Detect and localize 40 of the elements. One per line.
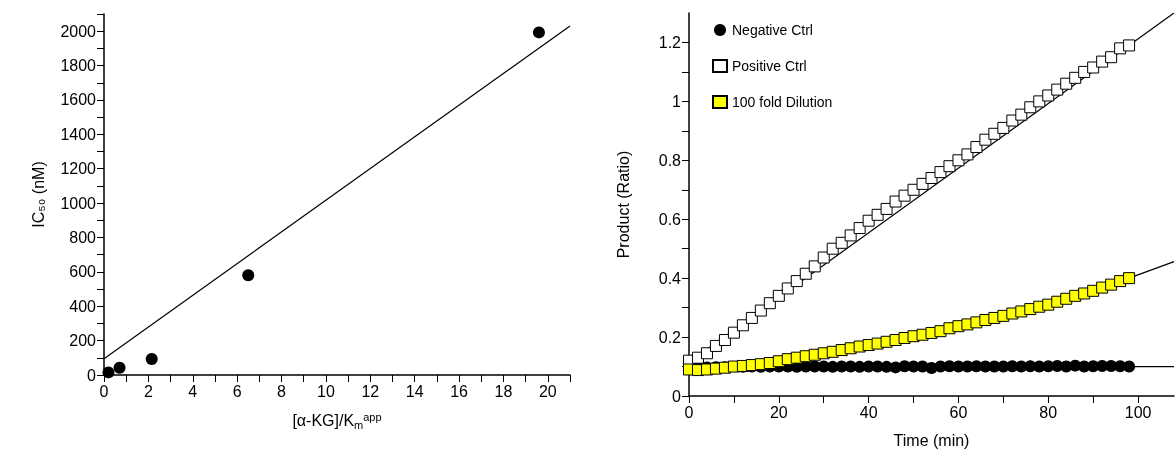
x-tick-label: 10 <box>317 382 335 400</box>
y-axis-title: IC₅₀ (nM) <box>29 161 47 228</box>
y-tick-label: 0 <box>87 366 97 384</box>
y-tick-label: 0.8 <box>658 151 682 169</box>
x-tick-label: 0 <box>684 403 694 421</box>
x-tick-label: 100 <box>1124 403 1152 421</box>
y-tick-label: 600 <box>69 263 97 281</box>
y-tick-label: 0.2 <box>658 328 682 346</box>
x-tick-label: 16 <box>450 382 469 400</box>
x-tick-label: 60 <box>949 403 968 421</box>
y-axis-title: Product (Ratio) <box>614 150 632 259</box>
x-tick-label: 0 <box>99 382 109 400</box>
y-tick-label: 0.6 <box>658 210 682 228</box>
x-tick-label: 18 <box>494 382 513 400</box>
legend-label: 100 fold Dilution <box>732 94 833 110</box>
y-tick-label: 1 <box>672 92 682 110</box>
x-axis-title: Time (min) <box>893 431 970 449</box>
x-tick-label: 8 <box>277 382 287 400</box>
y-tick-label: 1000 <box>60 194 97 212</box>
y-tick-label: 0.4 <box>658 269 682 287</box>
y-tick-label: 1200 <box>60 160 97 178</box>
legend-label: Negative Ctrl <box>732 22 813 38</box>
y-tick-label: 1800 <box>60 57 97 75</box>
y-tick-label: 1.2 <box>658 33 682 51</box>
x-tick-label: 12 <box>361 382 380 400</box>
y-tick-label: 2000 <box>60 22 97 40</box>
legend-label: Positive Ctrl <box>732 58 807 74</box>
x-tick-label: 20 <box>538 382 557 400</box>
x-tick-label: 4 <box>188 382 198 400</box>
x-tick-label: 80 <box>1039 403 1058 421</box>
x-tick-label: 20 <box>769 403 788 421</box>
x-tick-label: 2 <box>143 382 153 400</box>
y-tick-label: 200 <box>69 332 97 350</box>
x-tick-label: 40 <box>859 403 878 421</box>
x-tick-label: 14 <box>405 382 424 400</box>
x-tick-label: 6 <box>232 382 242 400</box>
y-tick-label: 800 <box>69 228 97 246</box>
y-tick-label: 1400 <box>60 125 97 143</box>
y-tick-label: 1600 <box>60 91 97 109</box>
y-tick-label: 400 <box>69 297 97 315</box>
